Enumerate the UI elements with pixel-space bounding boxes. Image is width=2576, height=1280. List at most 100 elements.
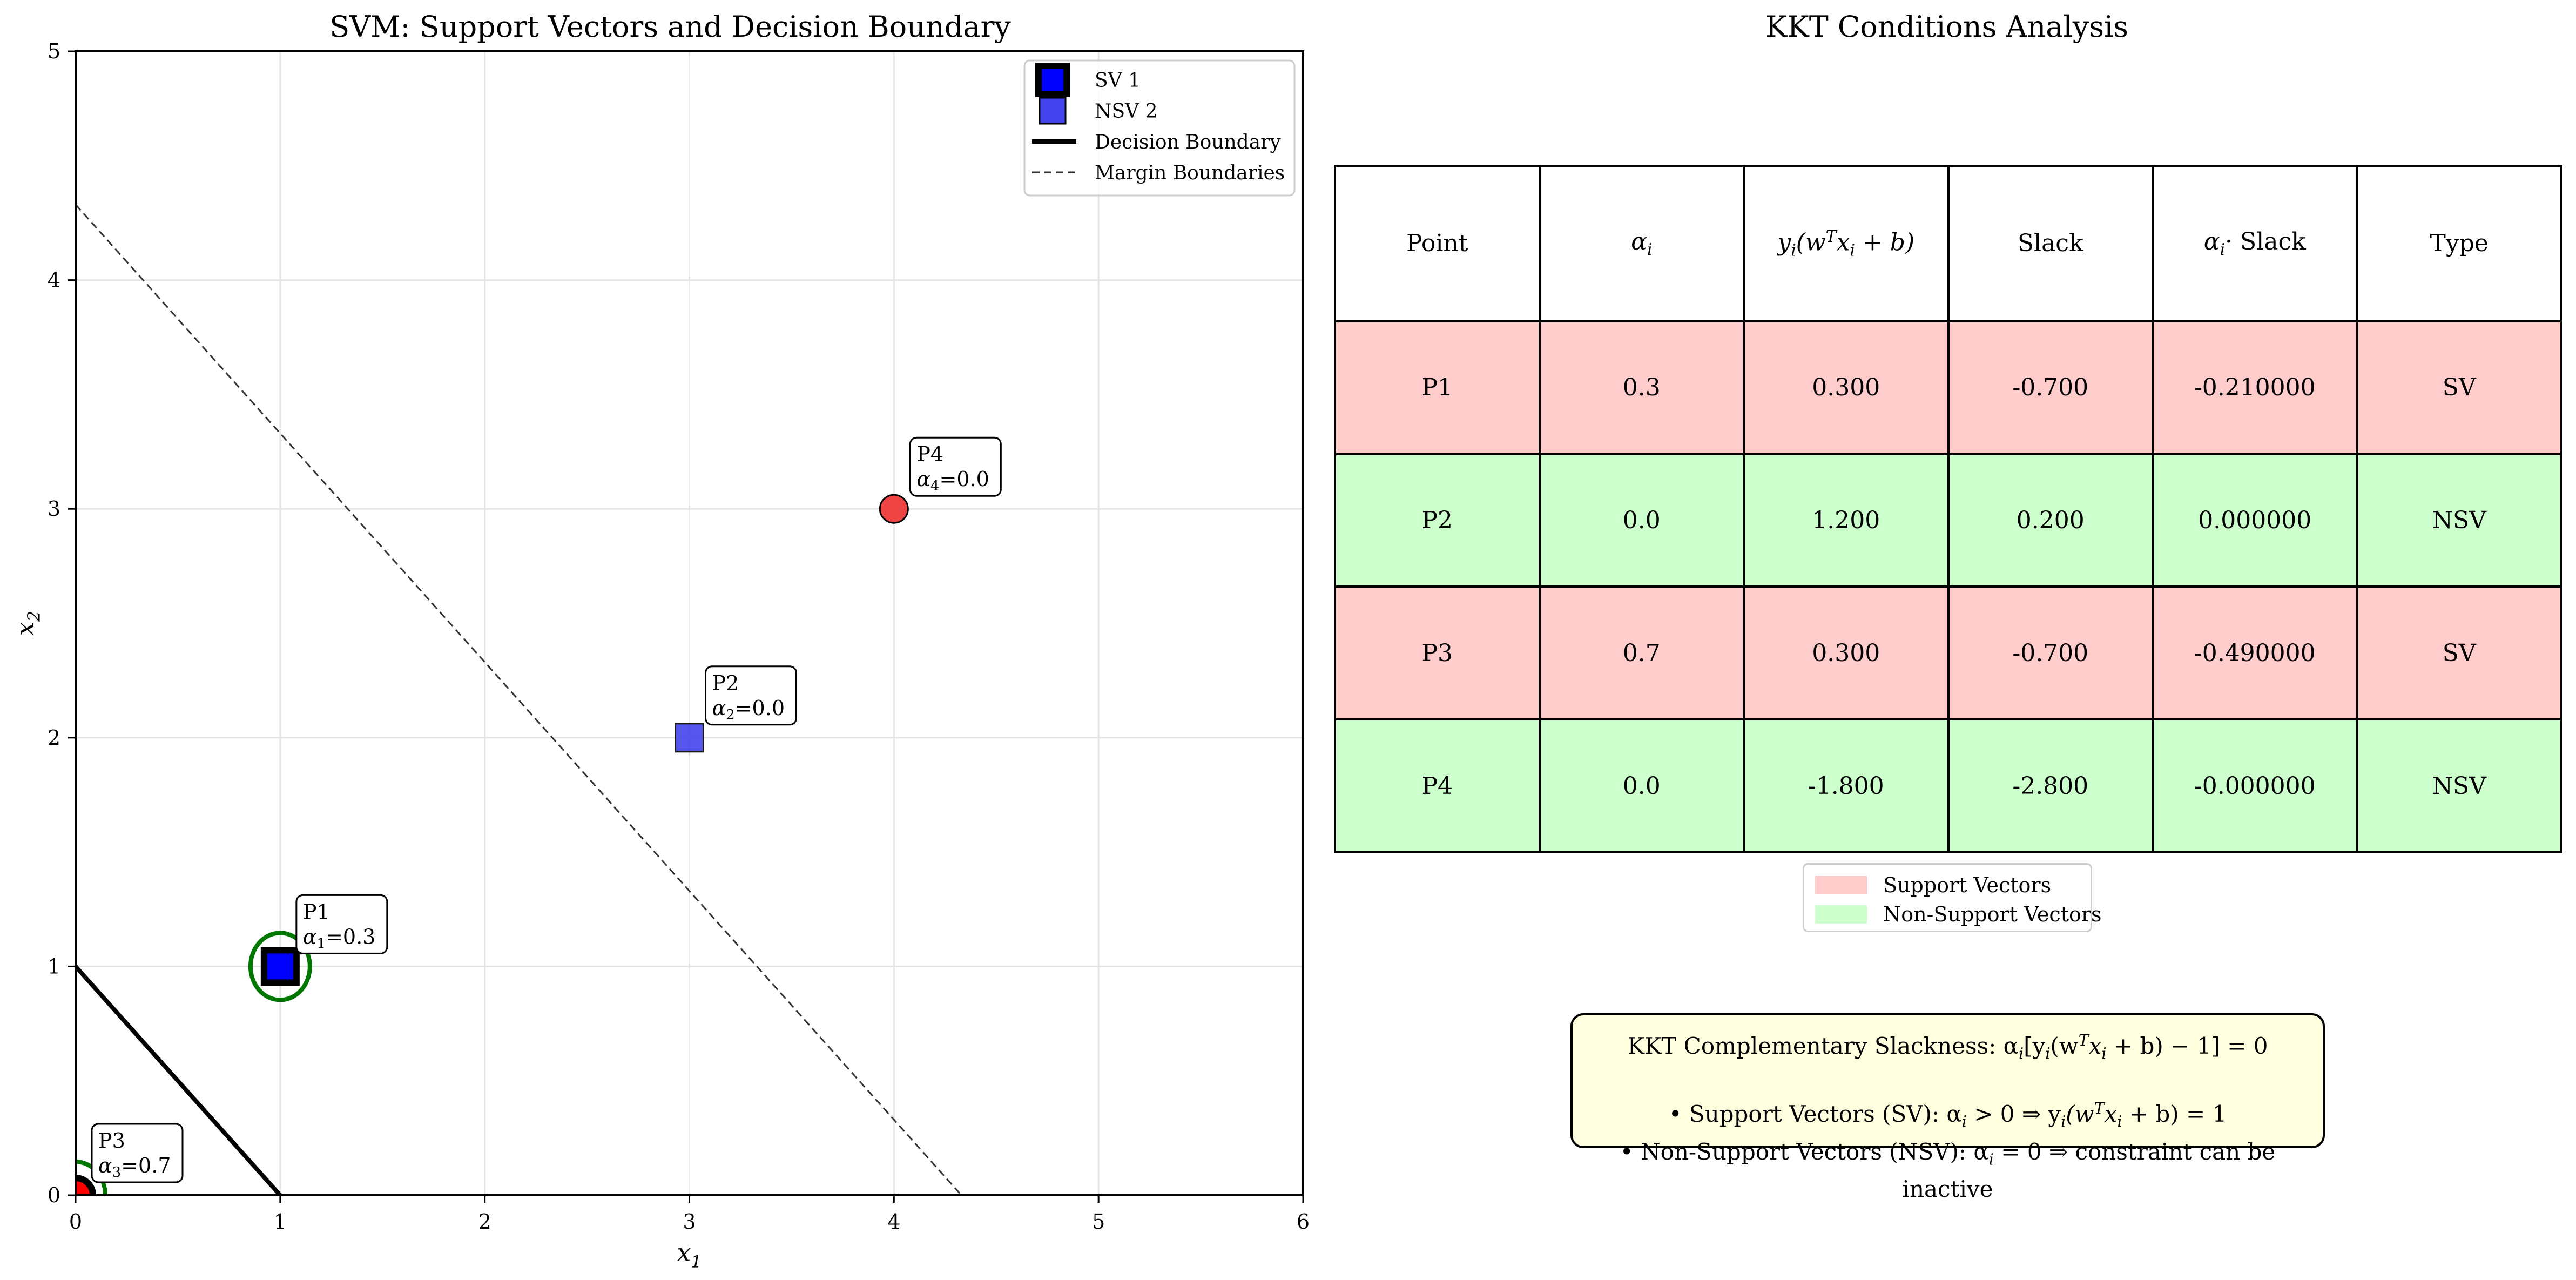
x-tick-label: 4: [887, 1210, 900, 1234]
cell-slack: -2.800: [1947, 718, 2154, 853]
cell-alpha: 0.0: [1538, 453, 1745, 588]
annotation-label: P2: [712, 671, 739, 695]
annotation-box: [909, 436, 1002, 497]
cell-alpha: 0.0: [1538, 718, 1745, 853]
legend-label-sv: Support Vectors: [1883, 873, 2052, 897]
annotation-box: [295, 894, 388, 954]
margin-boundary-line: [76, 204, 962, 1195]
kkt-line-2-b: > 0 ⇒ y: [1966, 1101, 2061, 1128]
kkt-line-1-a: KKT Complementary Slackness: α: [1627, 1033, 2019, 1059]
kkt-line-1-b: [y: [2024, 1033, 2046, 1059]
cell-alpha: 0.7: [1538, 585, 1745, 721]
legend-label: Margin Boundaries: [1095, 162, 1285, 184]
cell-margin: 0.300: [1743, 320, 1950, 455]
margin-end: + b): [1855, 228, 1915, 257]
x-tick-label: 6: [1297, 1210, 1310, 1234]
cell-alpha-slack: -0.210000: [2152, 320, 2358, 455]
annotation-alpha-symbol: α: [303, 925, 317, 948]
cell-point: P3: [1334, 585, 1541, 721]
annotation-box: [91, 1123, 184, 1183]
annotation-alpha-value: =0.3: [326, 925, 375, 948]
y-tick-label: 1: [48, 954, 60, 978]
kkt-line-1-c: (w: [2050, 1033, 2079, 1059]
kkt-line-2: • Support Vectors (SV): αi > 0 ⇒ yi(wTxi…: [1668, 1099, 2227, 1131]
x-axis-label: x1: [677, 1238, 702, 1272]
legend-label: SV 1: [1095, 70, 1141, 92]
annotation-label: P1: [303, 900, 330, 924]
alpha-slack-sub: i: [2220, 240, 2226, 259]
chart-title: SVM: Support Vectors and Decision Bounda…: [329, 10, 1011, 44]
legend-frame: [1023, 59, 1296, 197]
header-alpha: αi: [1538, 165, 1745, 322]
margin-x-sub: i: [1850, 241, 1855, 260]
x-tick-label: 3: [683, 1210, 696, 1234]
kkt-line-1: KKT Complementary Slackness: αi[yi(wTxi …: [1627, 1031, 2268, 1063]
cell-point: P4: [1334, 718, 1541, 853]
cell-alpha-slack: -0.490000: [2152, 585, 2358, 721]
circle-marker: [879, 494, 909, 524]
table-header-row: Point αi yi(wTxi + b) Slack αi· Slack Ty…: [1334, 165, 2562, 322]
cell-alpha-slack: 0.000000: [2152, 453, 2358, 588]
cell-slack: -0.700: [1947, 320, 2154, 455]
x-axis-label-sub: 1: [691, 1251, 702, 1272]
kkt-line-2-a: • Support Vectors (SV): α: [1668, 1101, 1962, 1128]
header-point: Point: [1334, 165, 1541, 322]
cell-type: NSV: [2356, 453, 2562, 588]
table-row: P3 0.7 0.300 -0.700 -0.490000 SV: [1334, 585, 2562, 721]
margin-sup: T: [1825, 227, 1837, 246]
table-row: P2 0.0 1.200 0.200 0.000000 NSV: [1334, 453, 2562, 588]
y-axis-label-sub: 2: [24, 611, 44, 622]
chart-legend: SV 1 NSV 2 Decision Boundary Margin Boundar…: [1023, 59, 1296, 197]
kkt-line-3-a: • Non-Support Vectors (NSV): α: [1620, 1138, 1989, 1165]
annotation-alpha-value: =0.0: [940, 467, 989, 491]
cell-type: SV: [2356, 320, 2562, 455]
annotation-alpha-symbol: α: [98, 1154, 112, 1177]
x-tick-label: 2: [478, 1210, 491, 1234]
kkt-table: Point αi yi(wTxi + b) Slack αi· Slack Ty…: [1334, 165, 2562, 853]
margin-y: y: [1777, 228, 1791, 257]
annotation-alpha: α2=0.0: [712, 696, 785, 723]
annotation-label: P4: [916, 442, 943, 466]
square-marker: [260, 947, 300, 986]
y-tick-label: 3: [48, 497, 60, 521]
annotation-label: P3: [98, 1129, 125, 1153]
legend-label-nsv: Non-Support Vectors: [1883, 902, 2102, 926]
margin-w: (w: [1796, 228, 1826, 257]
annotation-alpha: α4=0.0: [916, 467, 989, 494]
kkt-line-3-b: = 0 ⇒ constraint can be inactive: [1902, 1138, 2276, 1203]
annotation-alpha-symbol: α: [916, 467, 930, 491]
alpha-symbol: α: [1631, 228, 1647, 256]
legend-marker-nsv: [1039, 97, 1067, 125]
y-tick-label: 4: [48, 268, 60, 292]
cell-slack: -0.700: [1947, 585, 2154, 721]
annotation-alpha: α1=0.3: [303, 925, 376, 952]
margin-y-sub: i: [1791, 241, 1796, 260]
kkt-line-2-c: + b) = 1: [2122, 1101, 2227, 1128]
cell-point: P2: [1334, 453, 1541, 588]
header-margin: yi(wTxi + b): [1743, 165, 1950, 322]
cell-slack: 0.200: [1947, 453, 2154, 588]
kkt-line-3: • Non-Support Vectors (NSV): αi = 0 ⇒ co…: [1620, 1138, 2276, 1203]
annotation-alpha-value: =0.0: [735, 696, 785, 720]
annotation-alpha-sub: 2: [726, 707, 735, 723]
grid-lines: [75, 50, 1304, 1196]
legend-label: NSV 2: [1095, 100, 1158, 123]
cell-alpha-slack: -0.000000: [2152, 718, 2358, 853]
cell-type: SV: [2356, 585, 2562, 721]
header-type: Type: [2356, 165, 2562, 322]
legend-label: Decision Boundary: [1095, 131, 1281, 153]
square-marker: [675, 723, 704, 753]
table-legend: Support Vectors Non-Support Vectors: [1803, 863, 2102, 932]
boundary-lines: [76, 204, 962, 1195]
cell-alpha: 0.3: [1538, 320, 1745, 455]
annotation-alpha-value: =0.7: [121, 1154, 171, 1177]
annotation-alpha-sub: 3: [112, 1164, 122, 1181]
table-row: P4 0.0 -1.800 -2.800 -0.000000 NSV: [1334, 718, 2562, 853]
alpha-sub: i: [1647, 240, 1653, 259]
legend-marker-sv: [1035, 63, 1070, 97]
legend-swatch-sv: [1815, 876, 1867, 894]
